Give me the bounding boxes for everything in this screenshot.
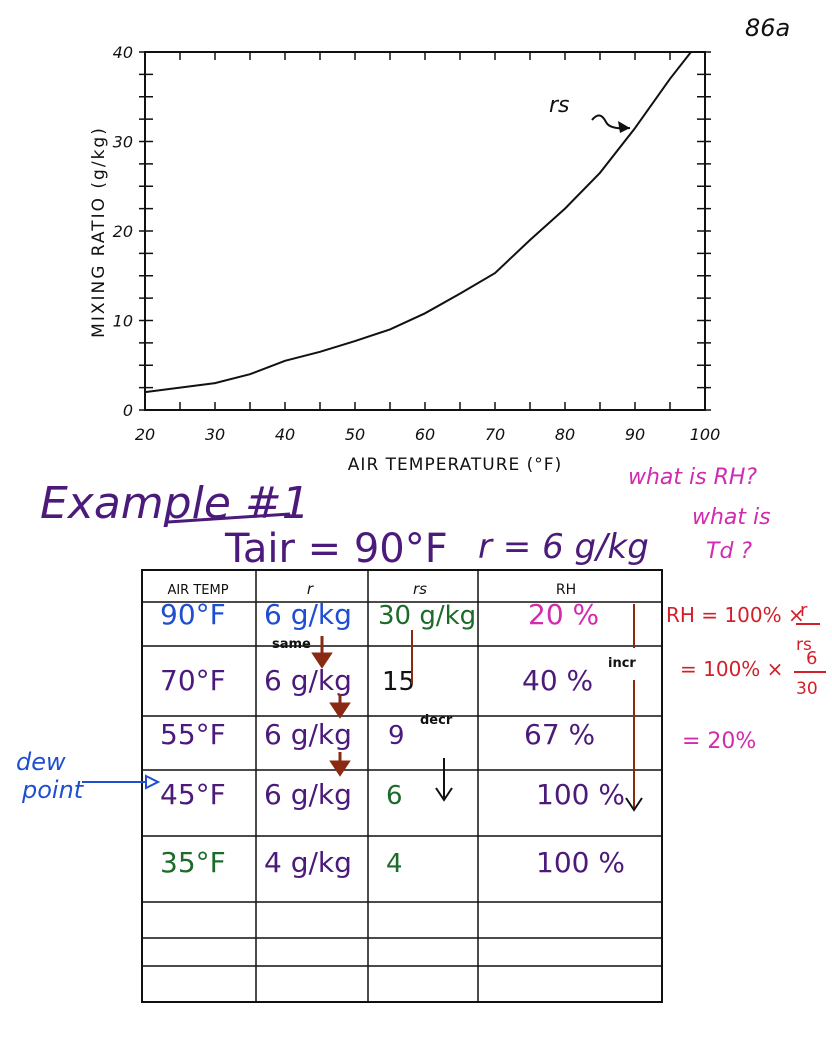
same-arrows (311, 636, 351, 777)
table-grid-lines (142, 570, 662, 1002)
row3-temp: 55°F (160, 718, 226, 751)
rs-arrowhead (618, 121, 630, 133)
row3-r: 6 g/kg (264, 718, 352, 751)
calc-result: = 20% (682, 729, 756, 754)
x-tick-label: 90 (625, 425, 645, 444)
row2-rh: 40 % (522, 664, 593, 697)
calc-line1-left: RH = 100% × (666, 603, 805, 627)
row1-rh: 20 % (528, 598, 599, 631)
calc-line2-den: 30 (796, 679, 818, 699)
calc-line1-den: rs (796, 635, 812, 655)
row4-temp: 45°F (160, 778, 226, 811)
rs-annotation-label: rs (549, 93, 570, 118)
x-tick-label: 30 (205, 425, 225, 444)
page-number: 86a (745, 14, 790, 42)
x-tick-label: 80 (555, 425, 575, 444)
calc-line2-left: = 100% × (680, 657, 783, 681)
row2-r: 6 g/kg (264, 664, 352, 697)
row1-temp: 90°F (160, 598, 226, 631)
x-tick-label: 20 (135, 425, 155, 444)
y-axis-tick-labels: 0 10 20 30 40 (113, 43, 133, 420)
row5-rs: 4 (386, 849, 403, 879)
x-axis-title: AIR TEMPERATURE (°F) (348, 455, 562, 475)
question-rh: what is RH? (628, 465, 757, 490)
row2-temp: 70°F (160, 664, 226, 697)
incr-note: incr (608, 656, 636, 671)
header-rh: RH (556, 582, 576, 598)
row3-rs: 9 (388, 721, 405, 751)
row4-rs: 6 (386, 781, 403, 811)
tair-statement: Tair = 90°F (224, 526, 448, 572)
row2-rs: 15 (382, 667, 415, 697)
row5-r: 4 g/kg (264, 846, 352, 879)
question-td-line2: Td ? (706, 539, 752, 564)
rs-curve (144, 51, 692, 394)
mixing-ratio-chart: 20 30 40 50 60 70 80 90 100 0 10 20 30 40 rs AIR TEM… (89, 43, 720, 475)
x-tick-label: 60 (415, 425, 435, 444)
same-note: same (272, 637, 311, 652)
row5-rh: 100 % (536, 846, 625, 879)
x-tick-label: 50 (345, 425, 365, 444)
y-tick-label: 40 (113, 43, 133, 62)
x-tick-label: 70 (485, 425, 505, 444)
dew-point-label-line2: point (21, 776, 85, 804)
row5-temp: 35°F (160, 846, 226, 879)
x-axis-tick-labels: 20 30 40 50 60 70 80 90 100 (135, 425, 720, 444)
plot-frame (144, 51, 706, 411)
row1-rs: 30 g/kg (378, 601, 476, 631)
y-tick-label: 20 (113, 222, 133, 241)
header-rs: rs (413, 580, 427, 598)
x-tick-label: 40 (275, 425, 295, 444)
question-td-line1: what is (692, 505, 771, 530)
rs-decrease-arrowhead (435, 787, 453, 802)
y-tick-label: 10 (113, 312, 133, 331)
calc-line2-num: 6 (806, 648, 817, 669)
rh-increase-arrowhead (625, 797, 643, 812)
table-frame (141, 569, 663, 1003)
dew-point-arrowhead (145, 774, 161, 790)
calc-line1-num: r (800, 600, 808, 621)
y-tick-label: 0 (123, 401, 133, 420)
dew-point-label-line1: dew (16, 748, 66, 776)
x-axis-ticks (144, 52, 706, 410)
row4-r: 6 g/kg (264, 778, 352, 811)
example-table: AIR TEMP r rs RH 90°F 6 g/kg 30 g/kg 20 … (141, 569, 663, 1003)
header-air-temp: AIR TEMP (167, 583, 228, 598)
y-axis-title: MIXING RATIO (g/kg) (89, 126, 109, 338)
y-axis-ticks (139, 51, 711, 411)
header-r: r (307, 580, 314, 598)
row1-r: 6 g/kg (264, 598, 352, 631)
decr-note: decr (420, 713, 453, 728)
x-tick-label: 100 (690, 425, 721, 444)
rh-calculation: RH = 100% × r rs = 100% × 6 30 = 20% (666, 600, 826, 754)
heading-underline (167, 512, 291, 524)
y-tick-label: 30 (113, 133, 133, 152)
row3-rh: 67 % (524, 718, 595, 751)
row4-rh: 100 % (536, 778, 625, 811)
mixing-ratio-statement: r = 6 g/kg (478, 527, 649, 567)
